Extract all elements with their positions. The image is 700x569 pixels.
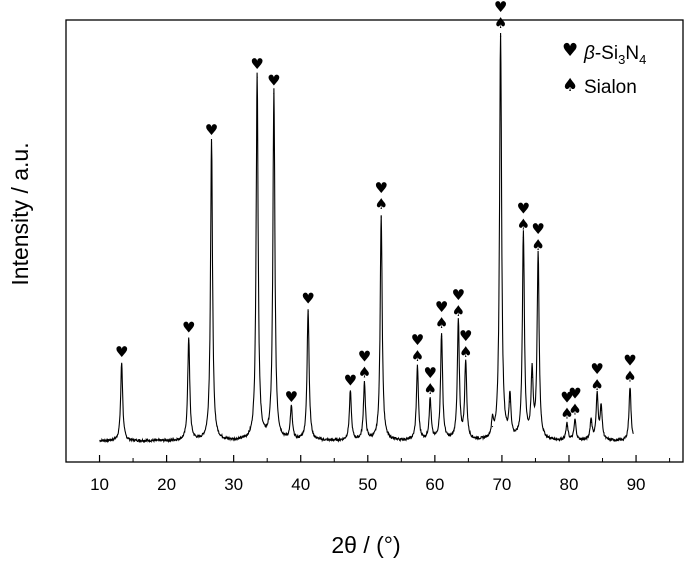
peak-point bbox=[531, 376, 533, 378]
x-tick-label: 80 bbox=[560, 475, 579, 494]
peak-marker-sialon: ♠ bbox=[494, 14, 507, 32]
peak-marker-beta-si3n4: ♥ bbox=[358, 347, 371, 365]
peak-marker-sialon: ♠ bbox=[517, 216, 530, 234]
peak-marker-beta-si3n4: ♥ bbox=[560, 389, 573, 407]
legend-label-beta: β bbox=[583, 43, 595, 64]
peak-point bbox=[537, 257, 539, 259]
peak-marker-sialon: ♠ bbox=[590, 376, 603, 394]
legend-label-sub-4: 4 bbox=[639, 52, 646, 67]
x-tick-label: 70 bbox=[492, 475, 511, 494]
y-axis-label: Intensity / a.u. bbox=[7, 142, 33, 285]
peak-marker-sialon: ♠ bbox=[423, 380, 436, 398]
peak-marker-beta-si3n4: ♥ bbox=[494, 0, 507, 16]
peak-marker-sialon: ♠ bbox=[459, 343, 472, 361]
x-tick-label: 60 bbox=[425, 475, 444, 494]
peak-point bbox=[457, 323, 459, 325]
peak-point bbox=[380, 216, 382, 218]
peak-marker-beta-si3n4: ♥ bbox=[344, 372, 357, 390]
peak-marker-beta-si3n4: ♥ bbox=[374, 179, 387, 197]
peak-marker-sialon: ♠ bbox=[374, 195, 387, 213]
x-tick-label: 10 bbox=[90, 475, 109, 494]
peak-marker-sialon: ♠ bbox=[452, 302, 465, 320]
x-tick-label: 30 bbox=[224, 475, 243, 494]
peak-point bbox=[349, 393, 351, 395]
peak-point bbox=[121, 364, 123, 366]
peak-marker-sialon: ♠ bbox=[358, 363, 371, 381]
legend-symbol-heart: ♥ bbox=[562, 40, 578, 61]
legend-label-sub-3: 3 bbox=[618, 52, 625, 67]
peak-point bbox=[596, 397, 598, 399]
peak-point bbox=[566, 425, 568, 428]
legend-label-n: N bbox=[625, 43, 639, 64]
x-axis-label: 2θ / (°) bbox=[331, 532, 400, 558]
series-group bbox=[99, 32, 634, 444]
peak-marker-beta-si3n4: ♥ bbox=[423, 364, 436, 382]
peak-point bbox=[629, 388, 631, 391]
legend-symbol-spade: ♠ bbox=[562, 75, 578, 96]
x-tick-label: 20 bbox=[157, 475, 176, 494]
x-tick-label: 50 bbox=[358, 475, 377, 494]
peak-marker-beta-si3n4: ♥ bbox=[568, 384, 581, 402]
x-tick-label: 40 bbox=[291, 475, 310, 494]
peak-point bbox=[256, 76, 258, 78]
peak-marker-beta-si3n4: ♥ bbox=[250, 55, 263, 73]
peak-marker-beta-si3n4: ♥ bbox=[285, 388, 298, 406]
peak-marker-beta-si3n4: ♥ bbox=[435, 298, 448, 316]
peak-point bbox=[465, 364, 467, 366]
peak-marker-beta-si3n4: ♥ bbox=[411, 331, 424, 349]
peak-marker-sialon: ♠ bbox=[531, 236, 544, 254]
peak-marker-beta-si3n4: ♥ bbox=[517, 200, 530, 218]
peak-marker-beta-si3n4: ♥ bbox=[267, 72, 280, 90]
peak-point bbox=[429, 401, 431, 403]
plot-frame bbox=[65, 19, 684, 463]
peak-point bbox=[363, 384, 366, 387]
peak-point bbox=[600, 409, 602, 411]
peak-marker-sialon: ♠ bbox=[435, 314, 448, 332]
peak-markers-group: ♥♥♥♥♥♥♥♥♥♠♥♠♥♠♥♠♥♠♥♠♥♠♥♠♥♠ ♥♠♥♠♥♠♥♠♥♠ bbox=[115, 0, 637, 428]
peak-marker-beta-si3n4: ♥ bbox=[301, 289, 314, 307]
peak-point bbox=[522, 236, 524, 239]
legend: ♥ β-Si3N4 ♠ Sialon bbox=[562, 40, 646, 98]
plot-frame-group bbox=[65, 19, 684, 463]
peak-marker-sialon: ♠ bbox=[568, 400, 581, 418]
peak-point bbox=[290, 409, 292, 411]
legend-label-sialon: Sialon bbox=[584, 77, 637, 98]
peak-marker-sialon: ♠ bbox=[411, 347, 424, 365]
x-tick-label: 90 bbox=[627, 475, 646, 494]
legend-label-si: -Si bbox=[595, 43, 618, 64]
peak-point bbox=[574, 421, 576, 424]
peak-point bbox=[499, 35, 502, 37]
x-ticks-group: 10 20 30 40 50 60 70 80 90 bbox=[90, 455, 671, 494]
peak-marker-beta-si3n4: ♥ bbox=[452, 286, 465, 304]
peak-marker-sialon: ♠ bbox=[560, 405, 573, 423]
peak-point bbox=[509, 401, 511, 403]
peak-point bbox=[188, 339, 190, 341]
peak-marker-sialon: ♠ bbox=[623, 368, 636, 386]
peak-point bbox=[273, 93, 275, 95]
peak-point bbox=[491, 425, 494, 428]
series-line-xrd-pattern bbox=[99, 32, 634, 444]
peak-marker-beta-si3n4: ♥ bbox=[623, 352, 636, 370]
legend-label-beta-si3n4: β-Si3N4 bbox=[583, 43, 646, 67]
peak-marker-beta-si3n4: ♥ bbox=[115, 343, 128, 361]
peak-point bbox=[307, 310, 309, 313]
peak-marker-beta-si3n4: ♥ bbox=[459, 327, 472, 345]
peak-marker-beta-si3n4: ♥ bbox=[205, 121, 218, 139]
peak-marker-beta-si3n4: ♥ bbox=[531, 220, 544, 238]
peak-point bbox=[440, 335, 443, 337]
peak-marker-beta-si3n4: ♥ bbox=[590, 360, 603, 378]
peak-point bbox=[590, 421, 592, 424]
peak-point bbox=[416, 368, 419, 370]
peak-point bbox=[210, 142, 213, 144]
peak-marker-beta-si3n4: ♥ bbox=[182, 318, 195, 336]
